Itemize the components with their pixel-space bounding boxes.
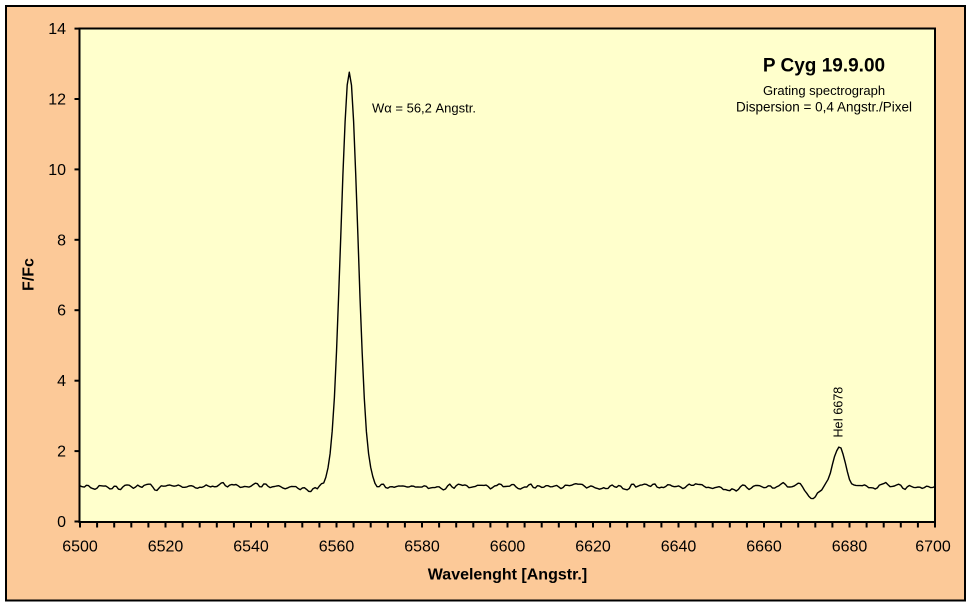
svg-text:Wavelenght [Angstr.]: Wavelenght [Angstr.] xyxy=(428,567,587,584)
svg-text:Wα = 56,2 Angstr.: Wα = 56,2 Angstr. xyxy=(372,101,476,116)
svg-text:6580: 6580 xyxy=(404,539,440,556)
svg-text:6680: 6680 xyxy=(832,539,868,556)
svg-text:6620: 6620 xyxy=(575,539,611,556)
svg-text:6640: 6640 xyxy=(661,539,697,556)
svg-text:6: 6 xyxy=(57,303,66,320)
svg-text:0: 0 xyxy=(57,514,66,531)
svg-text:HeI 6678: HeI 6678 xyxy=(832,387,846,438)
svg-text:8: 8 xyxy=(57,232,66,249)
svg-text:2: 2 xyxy=(57,444,66,461)
svg-text:4: 4 xyxy=(57,373,66,390)
svg-text:12: 12 xyxy=(48,92,66,109)
svg-text:Grating spectrograph: Grating spectrograph xyxy=(763,83,885,98)
svg-text:Dispersion = 0,4 Angstr./Pixel: Dispersion = 0,4 Angstr./Pixel xyxy=(736,100,912,115)
svg-text:P Cyg 19.9.00: P Cyg 19.9.00 xyxy=(763,56,885,77)
svg-text:6700: 6700 xyxy=(915,539,951,556)
svg-text:F/Fc: F/Fc xyxy=(21,258,38,291)
svg-text:6520: 6520 xyxy=(148,539,184,556)
svg-text:6500: 6500 xyxy=(62,539,98,556)
svg-text:6660: 6660 xyxy=(746,539,782,556)
svg-text:6600: 6600 xyxy=(490,539,526,556)
svg-text:6560: 6560 xyxy=(319,539,355,556)
svg-text:6540: 6540 xyxy=(233,539,269,556)
svg-text:10: 10 xyxy=(48,162,66,179)
svg-text:14: 14 xyxy=(48,21,66,38)
